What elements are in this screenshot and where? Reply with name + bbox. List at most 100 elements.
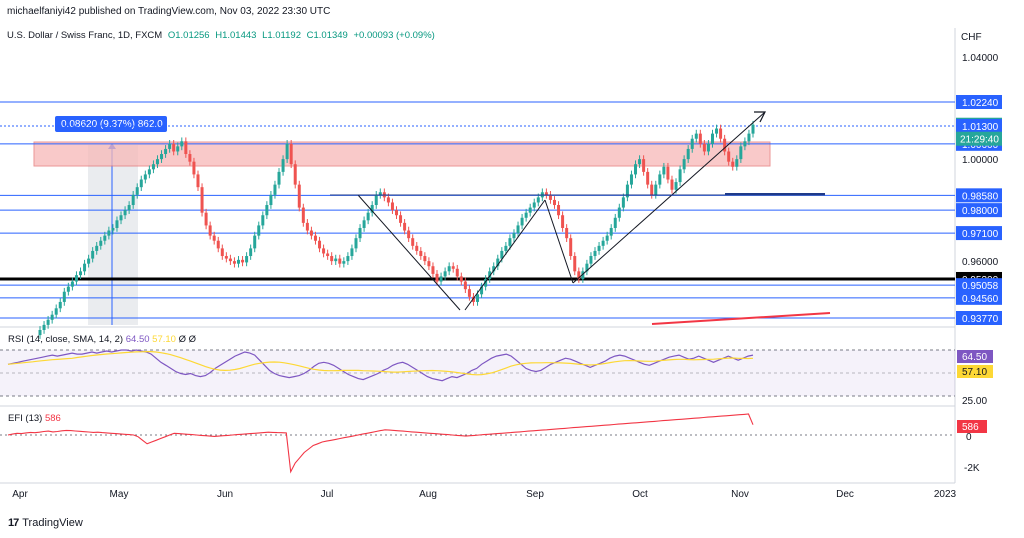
- candle-body: [241, 259, 245, 263]
- candle-body: [747, 133, 751, 142]
- candle-body: [646, 171, 650, 185]
- candle-body: [188, 154, 192, 162]
- candle-body: [407, 230, 411, 239]
- candle-body: [552, 199, 556, 206]
- candle-body: [261, 215, 265, 226]
- candle-body: [459, 276, 463, 282]
- candle-body: [557, 205, 561, 216]
- candle-body: [609, 227, 613, 236]
- candle-body: [670, 179, 674, 190]
- candle-body: [249, 248, 253, 257]
- candle-body: [565, 227, 569, 239]
- candle-body: [634, 164, 638, 175]
- measure-label: 0.08620 (9.37%) 862.0: [61, 119, 163, 130]
- countdown-label: 21:29:40: [960, 135, 999, 146]
- candle-body: [719, 128, 723, 139]
- candle-body: [528, 207, 532, 213]
- candle-body: [621, 197, 625, 208]
- candle-body: [678, 169, 682, 183]
- candle-body: [305, 222, 309, 231]
- candle-body: [698, 133, 702, 144]
- time-tick: Aug: [419, 489, 437, 500]
- candle-body: [544, 192, 548, 195]
- price-label: 1.04000: [962, 53, 999, 64]
- candle-body: [350, 248, 354, 257]
- candle-body: [200, 187, 204, 213]
- candle-body: [245, 256, 249, 263]
- candle-body: [180, 141, 184, 147]
- countdown-badge: [956, 131, 1002, 146]
- candle-body: [370, 205, 374, 213]
- candle-body: [706, 143, 710, 152]
- candle-body: [83, 263, 87, 272]
- candle-body: [751, 124, 755, 134]
- candle-body: [208, 225, 212, 236]
- candle-body: [326, 253, 330, 257]
- efi-badge: [957, 420, 987, 433]
- candle-body: [739, 146, 743, 160]
- candle-body: [374, 194, 378, 206]
- candle-body: [390, 202, 394, 211]
- candle-body: [184, 141, 188, 155]
- candle-body: [176, 146, 180, 152]
- candle-body: [597, 245, 601, 251]
- candle-body: [625, 184, 629, 198]
- candle-body: [638, 159, 642, 165]
- time-axis: Apr May Jun Jul Aug Sep Oct Nov Dec 2023: [12, 489, 956, 500]
- candle-body: [415, 245, 419, 251]
- rsi-ma-badge: [957, 365, 993, 378]
- candle-body: [378, 192, 382, 195]
- candle-body: [666, 166, 670, 180]
- candle-body: [658, 174, 662, 185]
- candle-body: [451, 266, 455, 269]
- candle-body: [273, 184, 277, 195]
- footer-brand: TradingView: [22, 517, 83, 529]
- price-badge: [956, 203, 1002, 218]
- candle-body: [62, 291, 66, 302]
- candle-body: [593, 250, 597, 257]
- candle-body: [212, 235, 216, 241]
- trend-arrow-icon: [754, 111, 766, 123]
- candle-body: [309, 230, 313, 236]
- candle-body: [257, 225, 261, 236]
- candle-body: [115, 220, 119, 228]
- efi-value: 586: [44, 413, 61, 424]
- main-trend-line: [572, 111, 766, 284]
- candle-body: [285, 143, 289, 160]
- candle-body: [504, 245, 508, 251]
- candle-body: [160, 154, 164, 160]
- candle-body: [735, 159, 739, 167]
- candle-body: [338, 258, 342, 264]
- candle-body: [662, 166, 666, 175]
- time-tick: Jun: [217, 489, 233, 500]
- candle-body: [70, 281, 74, 287]
- candle-body: [411, 238, 415, 246]
- price-label: 1.01300: [962, 122, 999, 133]
- rsi-badge-text: 64.50: [962, 352, 987, 363]
- candle-body: [480, 286, 484, 295]
- candle-body: [524, 212, 528, 218]
- drop-line: [544, 199, 574, 284]
- candle-body: [476, 294, 480, 302]
- candle-body: [54, 308, 58, 315]
- price-label: 0.98000: [962, 206, 999, 217]
- candle-body: [471, 296, 475, 302]
- price-label: 0.94560: [962, 294, 999, 305]
- candle-body: [293, 164, 297, 185]
- candle-body: [103, 235, 107, 241]
- candle-body: [216, 240, 220, 249]
- candle-body: [508, 238, 512, 246]
- candle-body: [127, 205, 131, 211]
- candle-body: [455, 268, 459, 277]
- rsi-band: [0, 350, 955, 396]
- candle-body: [79, 271, 83, 276]
- change-value: +0.00093 (+0.09%): [353, 30, 435, 41]
- candle-body: [731, 161, 735, 167]
- candle-body: [500, 250, 504, 259]
- price-badge: [956, 311, 1002, 325]
- price-badge: [956, 278, 1002, 293]
- candle-body: [403, 222, 407, 231]
- close-value: C1.01349: [306, 30, 348, 41]
- candle-body: [488, 271, 492, 279]
